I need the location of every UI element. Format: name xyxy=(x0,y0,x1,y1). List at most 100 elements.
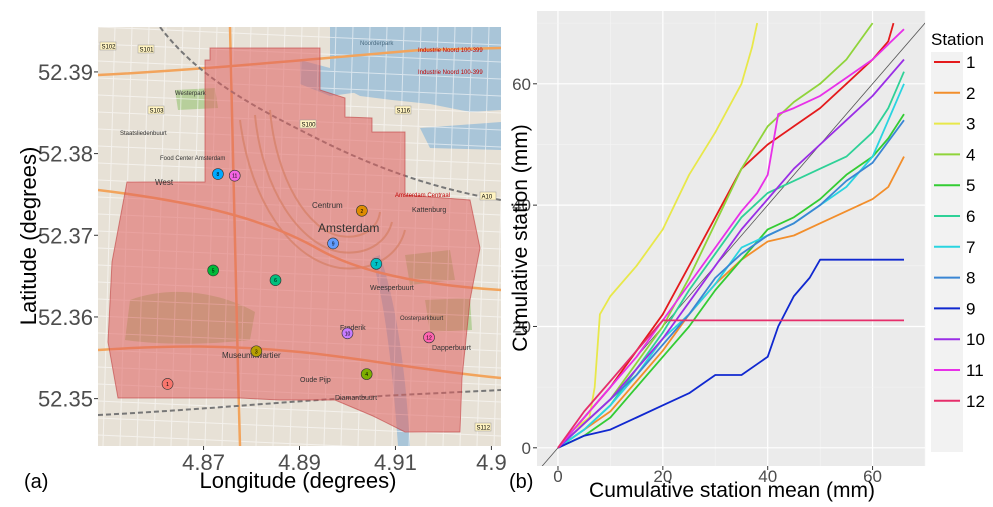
label-museumkwartier: Museumkwartier xyxy=(222,351,281,360)
panel-a: Amsterdam Centrum West Museumkwartier We… xyxy=(16,27,507,493)
legend-label-station-12: 12 xyxy=(966,392,985,411)
coverage-overlay xyxy=(107,47,481,433)
road-label: A10 xyxy=(482,195,493,201)
road-label: S100 xyxy=(302,123,317,129)
station-marker-6 xyxy=(269,274,282,286)
road-label: S101 xyxy=(140,48,155,54)
station-marker-2 xyxy=(356,204,368,217)
map-x-tick-label: 4.9 xyxy=(476,450,507,475)
map-y-tick-label: 52.35 xyxy=(38,387,93,412)
station-marker-1 xyxy=(161,378,174,390)
label-weesperbuurt: Weesperbuurt xyxy=(370,285,414,292)
station-marker-label: 8 xyxy=(217,172,220,178)
label-centrum: Centrum xyxy=(312,201,343,210)
legend-label-station-1: 1 xyxy=(966,53,975,72)
station-marker-11 xyxy=(228,169,241,182)
station-marker-label: 5 xyxy=(212,268,215,274)
series-line-station-12 xyxy=(557,319,904,449)
legend-label-station-4: 4 xyxy=(966,145,975,164)
legend-label-station-2: 2 xyxy=(966,84,975,103)
label-industrie-1: Industrie Noord 100-399 xyxy=(418,48,483,54)
station-marker-label: 4 xyxy=(365,372,368,378)
railway xyxy=(159,27,501,201)
legend-title: Station xyxy=(931,30,984,49)
station-marker-label: 1 xyxy=(166,382,169,388)
plot-x-tick-label: 20 xyxy=(653,467,672,486)
station-marker-4 xyxy=(360,368,373,380)
label-west: West xyxy=(155,178,174,187)
series-line-station-9 xyxy=(557,258,904,449)
map-x-tick-label: 4.91 xyxy=(374,450,417,475)
series-line-station-11 xyxy=(557,28,905,449)
plot-y-ticks: 0 20 40 60 xyxy=(512,75,537,458)
station-marker-8 xyxy=(212,168,224,180)
station-marker-label: 10 xyxy=(345,331,351,337)
label-oude-pijp: Oude Pijp xyxy=(300,377,331,384)
map-x-tick-label: 4.87 xyxy=(182,450,225,475)
legend-label-station-8: 8 xyxy=(966,269,975,288)
station-marker-label: 2 xyxy=(360,209,363,215)
map-x-tick-label: 4.89 xyxy=(278,450,321,475)
road-label: S112 xyxy=(477,426,491,432)
legend-label-station-3: 3 xyxy=(966,115,975,134)
road-label: S103 xyxy=(150,109,165,115)
label-centraal: Amsterdam Centraal xyxy=(395,193,450,199)
series-line-station-5 xyxy=(557,113,905,449)
station-marker-9 xyxy=(327,237,339,250)
label-amsterdam: Amsterdam xyxy=(318,221,379,235)
legend-label-station-5: 5 xyxy=(966,176,975,195)
label-food-center: Food Center Amsterdam xyxy=(160,156,225,162)
station-marker-5 xyxy=(207,264,219,277)
panel-a-tag: (a) xyxy=(24,471,48,493)
label-oosterparkbuurt: Oosterparkbuurt xyxy=(400,316,444,322)
label-frederik: Frederik xyxy=(340,325,366,332)
legend-label-station-10: 10 xyxy=(966,330,985,349)
station-marker-label: 7 xyxy=(375,262,378,268)
series-line-station-6 xyxy=(557,71,905,449)
label-industrie-2: Industrie Noord 100-399 xyxy=(418,70,483,76)
road-label: S116 xyxy=(397,109,411,115)
station-marker-3 xyxy=(250,345,263,358)
map-y-ticks: 52.35 52.36 52.37 52.38 52.39 xyxy=(38,60,98,412)
map-y-tick-label: 52.39 xyxy=(38,60,93,85)
map-labels: Amsterdam Centrum West Museumkwartier We… xyxy=(120,41,483,402)
road-shields: S102 S101 S103 S100 S116 S112 A10 xyxy=(99,41,497,432)
panel-b-tag: (b) xyxy=(509,471,533,493)
station-marker-10 xyxy=(341,327,354,340)
station-marker-label: 6 xyxy=(274,278,277,284)
map-x-ticks: 4.87 4.89 4.91 4.9 xyxy=(182,446,507,475)
plot-y-axis-label: Cumulative station (mm) xyxy=(509,124,532,352)
series-line-station-10 xyxy=(557,58,905,449)
station-marker-7 xyxy=(370,258,383,270)
station-marker-label: 9 xyxy=(332,241,335,247)
plot-y-tick-label: 60 xyxy=(512,75,531,94)
label-westerpark: Westerpark xyxy=(175,91,207,97)
station-marker-label: 11 xyxy=(232,174,237,180)
plot-x-tick-label: 40 xyxy=(758,467,777,486)
plot-y-tick-label: 0 xyxy=(522,439,531,458)
plot-x-axis-label: Cumulative station mean (mm) xyxy=(589,479,875,502)
label-kattenburg: Kattenburg xyxy=(412,207,446,214)
plot-grid xyxy=(537,11,926,466)
plot-y-tick-label: 40 xyxy=(512,196,531,215)
plot-y-tick-label: 20 xyxy=(512,317,531,336)
map-y-tick-label: 52.38 xyxy=(38,142,93,167)
plot-x-ticks: 0 20 40 60 xyxy=(553,466,882,486)
plot-x-tick-label: 60 xyxy=(863,467,882,486)
map-y-tick-label: 52.36 xyxy=(38,305,93,330)
station-marker-label: 3 xyxy=(255,349,258,355)
plot-series xyxy=(557,22,905,449)
label-dapperbuurt: Dapperbuurt xyxy=(432,345,471,352)
label-staatsliedenbuurt: Staatsliedenbuurt xyxy=(120,131,167,137)
station-marker-12 xyxy=(423,331,435,344)
map-y-tick-label: 52.37 xyxy=(38,223,93,248)
label-diamantbuurt: Diamantbuurt xyxy=(335,395,377,402)
map-y-axis-label: Latitude (degrees) xyxy=(16,147,41,326)
legend-label-station-11: 11 xyxy=(966,361,984,380)
plot-x-tick-label: 0 xyxy=(553,467,562,486)
